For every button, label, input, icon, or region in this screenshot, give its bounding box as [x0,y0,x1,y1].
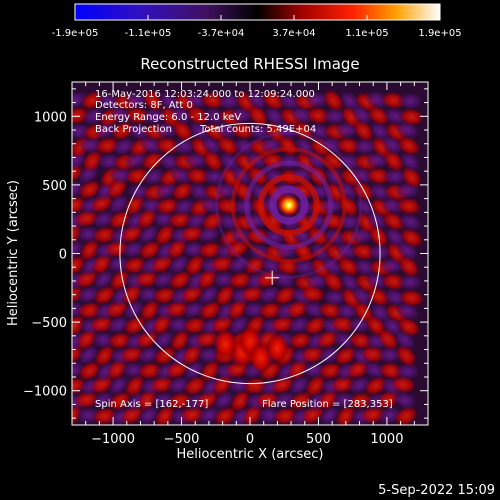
ripple-ring [215,131,363,279]
axis-ticks: −1000 −500 0 500 1000 −1000 −500 0 500 1000 [23,82,428,447]
annotation-counts: Total counts: 5.49E+04 [199,124,316,135]
positive-lobe [335,404,357,425]
plot-area: −1000 −500 0 500 1000 −1000 −500 0 500 1000 [23,81,429,447]
ripple-ring [244,160,334,250]
x-tick-label: −1000 [91,432,135,447]
y-axis-label: Heliocentric Y (arcsec) [6,180,21,326]
colorbar-tick-label: -1.9e+05 [52,28,99,39]
positive-lobe [398,288,425,308]
positive-lobe [154,223,176,247]
positive-lobe [94,344,116,368]
negative-lobe [397,92,424,111]
positive-lobe [213,328,238,361]
annotation-time: 16-May-2016 12:03:24.000 to 12:09:24.000 [95,89,315,100]
colorbar-gradient [74,3,441,21]
positive-lobe [395,197,422,216]
positive-lobe [214,283,237,307]
ripple-ring [230,147,347,264]
negative-lobe [392,390,418,410]
y-tick-label: −500 [31,316,67,331]
x-axis-label: Heliocentric X (arcsec) [177,447,324,462]
y-tick-label: 500 [42,179,67,194]
positive-lobe [399,227,424,248]
positive-lobe [199,359,222,383]
y-tick-label: 0 [59,248,67,263]
colorbar-ticks: -1.9e+05 -1.1e+05 -3.7e+04 3.7e+04 1.1e+05 1.… [52,15,462,39]
negative-lobe [397,273,424,292]
colorbar-tick-label: 1.1e+05 [345,28,388,39]
y-tick-label: −1000 [23,385,67,400]
positive-lobe [184,253,207,277]
chart-title: Reconstructed RHESSI Image [140,55,359,73]
positive-lobe [393,405,419,425]
positive-lobe [304,374,327,398]
positive-lobe [154,404,176,425]
positive-lobe [72,314,86,338]
positive-lobe [109,268,131,292]
colorbar-tick-label: 3.7e+04 [272,28,315,39]
colorbar: -1.9e+05 -1.1e+05 -3.7e+04 3.7e+04 1.1e+05 1.… [52,3,462,39]
image-field [72,89,425,425]
ripple-ring [257,174,320,237]
negative-lobe [394,362,421,381]
positive-lobe [229,389,252,413]
positive-lobe [396,135,421,156]
annotation-flare-position: Flare Position = [283,353] [262,399,393,410]
x-tick-label: 0 [246,432,254,447]
footer-date: 5-Sep-2022 15:09 [378,483,495,498]
spin-axis-marker [265,270,280,285]
y-tick-label: 1000 [34,110,67,125]
annotation-spin-axis: Spin Axis = [162,-177] [95,399,208,410]
ripple-ring [269,185,309,225]
positive-lobe [169,329,192,353]
x-tick-label: 500 [306,432,331,447]
colorbar-tick-label: -3.7e+04 [198,28,245,39]
positive-lobe [398,107,425,127]
x-tick-label: −500 [164,432,200,447]
annotation-energy: Energy Range: 6.0 - 12.0 keV [95,112,241,123]
colorbar-tick-label: -1.1e+05 [125,28,172,39]
annotations: 16-May-2016 12:03:24.000 to 12:09:24.000… [95,89,393,410]
positive-lobe [78,238,101,262]
annotation-detectors: Detectors: 8F, Att 0 [95,100,193,111]
positive-lobe [265,332,290,365]
x-tick-label: 1000 [370,432,403,447]
negative-lobe [397,212,423,232]
solar-disk-outline [119,122,381,385]
positive-lobe [139,298,161,322]
negative-lobe [398,150,422,173]
positive-lobe [81,149,104,173]
annotation-method: Back Projection [95,124,172,135]
peak-source [277,194,300,217]
positive-lobe [124,374,146,398]
colorbar-tick-label: 1.9e+05 [418,28,461,39]
positive-lobe [396,316,421,338]
